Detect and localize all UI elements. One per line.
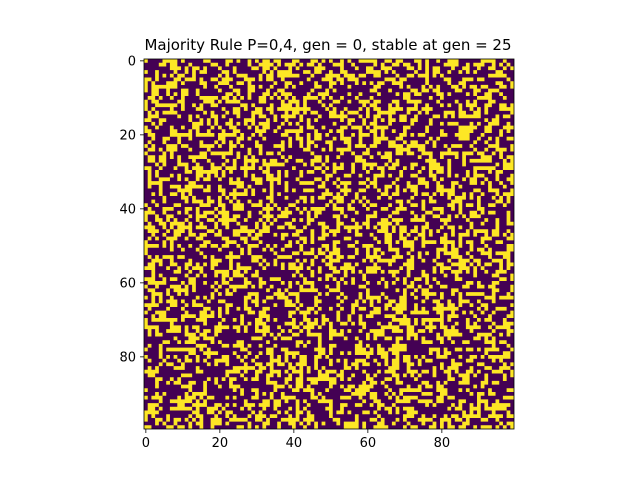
x-tick-label: 0 — [142, 436, 150, 451]
heatmap-on-cells — [144, 59, 515, 430]
x-axis: 0 20 40 60 80 — [142, 429, 450, 451]
x-tick-label: 80 — [434, 436, 451, 451]
x-tick-label: 20 — [212, 436, 229, 451]
y-tick-label: 80 — [119, 350, 136, 365]
plot-frame — [143, 58, 515, 430]
y-tick-label: 40 — [119, 202, 136, 217]
x-tick-label: 60 — [360, 436, 377, 451]
y-tick-label: 0 — [128, 54, 136, 69]
y-axis: 0 20 40 60 80 — [119, 54, 144, 365]
chart-title: Majority Rule P=0,4, gen = 0, stable at … — [144, 36, 511, 54]
y-tick-label: 60 — [119, 276, 136, 291]
heatmap-plot-area — [143, 58, 515, 430]
y-tick-label: 20 — [119, 128, 136, 143]
x-tick-label: 40 — [286, 436, 303, 451]
